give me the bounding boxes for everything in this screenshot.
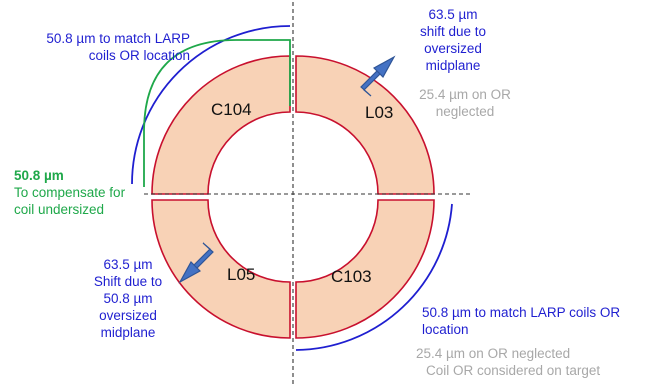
annotation-line: shift due to <box>419 24 487 39</box>
shift-arrow-bottom-left <box>178 242 214 284</box>
annotation-green-value: 50.8 µm <box>14 168 64 183</box>
quadrant-label-l03: L03 <box>365 103 394 122</box>
outer-arc-top-left-blue <box>131 25 291 185</box>
annotation-line: coils OR location <box>88 48 190 63</box>
annotation-line: 50.8 µm <box>103 291 153 306</box>
annotation-line: 50.8 µm to match LARP coils OR <box>422 305 621 320</box>
shift-arrow-top-right <box>360 55 396 97</box>
annotation-line: 25.4 µm on OR neglected <box>416 346 571 361</box>
annotation-line: coil undersized <box>14 202 105 217</box>
annotation-green: 50.8 µm To compensate for coil undersize… <box>14 167 125 218</box>
coil-quadrant-top-left <box>151 55 291 195</box>
annotation-bottom-right: 50.8 µm to match LARP coils OR location <box>422 304 620 338</box>
annotation-line: Shift due to <box>93 274 163 289</box>
annotation-line: midplane <box>100 325 156 340</box>
annotation-line: To compensate for <box>14 185 126 200</box>
annotation-line: 63.5 µm <box>428 7 478 22</box>
quadrant-label-c103: C103 <box>331 267 372 286</box>
annotation-line: 50.8 µm to match LARP <box>46 31 190 46</box>
annotation-line: 63.5 µm <box>103 257 153 272</box>
annotation-line: 25.4 µm on OR <box>419 87 511 102</box>
coil-quadrant-bottom-right <box>295 199 435 339</box>
annotation-top-right: 63.5 µm shift due to oversized midplane <box>398 6 508 74</box>
coil-ring <box>151 55 435 339</box>
annotation-line: location <box>422 322 469 337</box>
coil-quadrant-top-right <box>295 55 435 195</box>
annotation-line: midplane <box>425 58 481 73</box>
annotation-line: oversized <box>99 308 157 323</box>
annotation-line: neglected <box>435 104 495 119</box>
annotation-bottom-right-gray: 25.4 µm on OR neglected Coil OR consider… <box>416 345 600 379</box>
annotation-top-left: 50.8 µm to match LARP coils OR location <box>14 30 190 64</box>
quadrant-label-c104: C104 <box>211 100 252 119</box>
annotation-top-right-gray: 25.4 µm on OR neglected <box>404 86 526 120</box>
annotation-line: oversized <box>424 41 482 56</box>
annotation-bottom-left: 63.5 µm Shift due to 50.8 µm oversized m… <box>84 256 172 341</box>
bracket-top-left-green <box>143 39 291 187</box>
quadrant-label-l05: L05 <box>227 265 256 284</box>
coil-quadrant-bottom-left <box>151 199 291 339</box>
outer-arc-bottom-right-blue <box>295 203 453 351</box>
annotation-line: Coil OR considered on target <box>426 363 601 378</box>
